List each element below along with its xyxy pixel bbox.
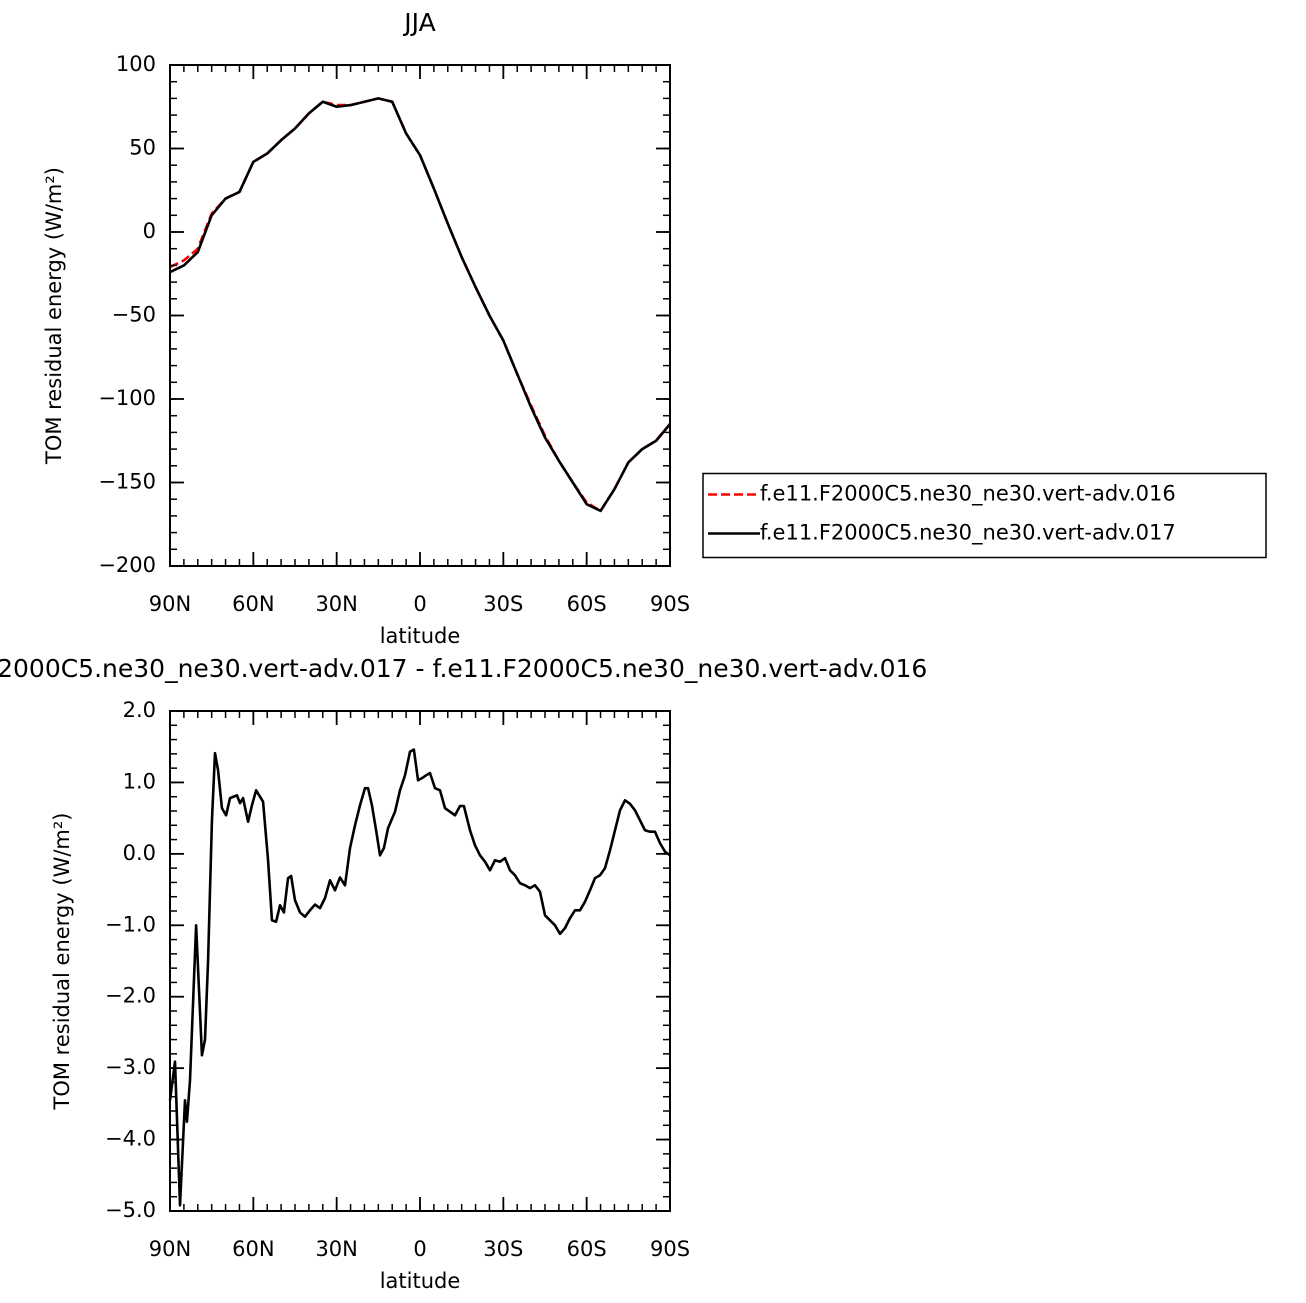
data-line [168, 748, 671, 1207]
data-line [169, 97, 671, 513]
legend-label: f.e11.F2000C5.ne30_ne30.vert-adv.017 [760, 521, 1176, 546]
chart-title: f.e11.F2000C5.ne30_ne30.vert-adv.017 - f… [0, 654, 927, 683]
plot-frame [169, 710, 671, 1212]
plot-frame [169, 64, 671, 567]
x-tick-label: 60S [567, 1237, 607, 1261]
x-tick-label: 90N [149, 1237, 191, 1261]
y-tick-label: 1.0 [123, 769, 156, 793]
data-line [169, 97, 671, 513]
x-tick-label: 30N [315, 1237, 357, 1261]
y-tick-label: 0.0 [123, 841, 156, 865]
x-axis-label: latitude [380, 624, 461, 648]
x-tick-label: 30N [315, 592, 357, 616]
y-tick-label: −5.0 [105, 1198, 156, 1222]
y-axis-label: TOM residual energy (W/m²) [42, 167, 66, 465]
y-tick-label: 100 [116, 52, 156, 76]
y-tick-label: −2.0 [105, 984, 156, 1008]
y-tick-label: −4.0 [105, 1127, 156, 1151]
x-tick-label: 90S [650, 592, 690, 616]
y-tick-label: 0 [143, 219, 156, 243]
x-tick-label: 60S [567, 592, 607, 616]
y-axis-label: TOM residual energy (W/m²) [50, 813, 74, 1111]
y-tick-label: −200 [98, 553, 156, 577]
x-tick-label: 30S [483, 592, 523, 616]
x-tick-label: 60N [232, 1237, 274, 1261]
y-tick-label: −50 [112, 303, 156, 327]
y-tick-label: 2.0 [123, 698, 156, 722]
x-tick-label: 0 [413, 1237, 426, 1261]
y-tick-label: −100 [98, 386, 156, 410]
y-tick-label: −1.0 [105, 912, 156, 936]
y-tick-label: −3.0 [105, 1055, 156, 1079]
x-tick-label: 30S [483, 1237, 523, 1261]
y-tick-label: 50 [129, 136, 156, 160]
legend-label: f.e11.F2000C5.ne30_ne30.vert-adv.016 [760, 482, 1176, 507]
y-tick-label: −150 [98, 470, 156, 494]
x-tick-label: 0 [413, 592, 426, 616]
x-tick-label: 60N [232, 592, 274, 616]
x-tick-label: 90S [650, 1237, 690, 1261]
x-tick-label: 90N [149, 592, 191, 616]
legend-box [702, 472, 1267, 559]
chart-title: JJA [402, 8, 435, 37]
x-axis-label: latitude [380, 1269, 461, 1293]
